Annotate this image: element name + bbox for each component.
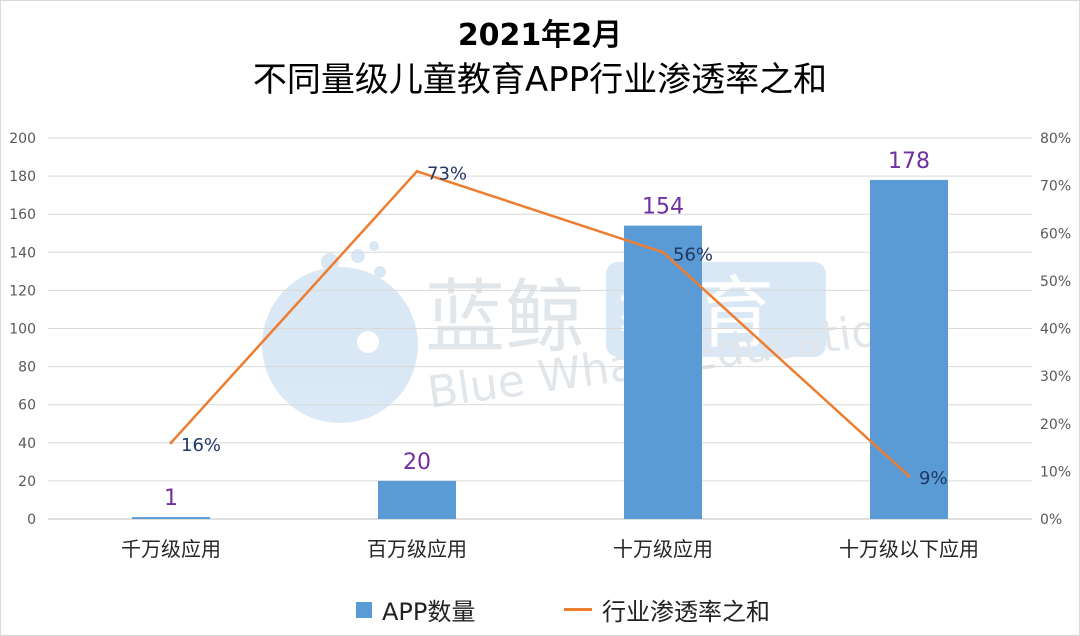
bar [378, 480, 456, 519]
bar [870, 179, 948, 519]
y-right-tick-label: 0% [1040, 512, 1062, 528]
line-point [907, 474, 911, 478]
gridlines [48, 137, 1032, 520]
x-axis: 千万级应用 百万级应用 十万级应用 十万级以下应用 [121, 537, 979, 561]
series-line [170, 169, 910, 478]
chart-subtitle: 不同量级儿童教育APP行业渗透率之和 [252, 60, 828, 100]
line-point [415, 169, 419, 173]
x-category-label: 十万级以下应用 [839, 537, 979, 561]
bar [624, 225, 702, 519]
line-series: 16% 73% 56% 9% [169, 163, 948, 489]
chart-title: 2021年2月 [457, 18, 623, 53]
legend-swatch-bars [356, 601, 372, 618]
bar-series: 1 20 154 178 [132, 149, 948, 519]
y-right-tick-label: 10% [1040, 464, 1071, 480]
x-category-label: 百万级应用 [367, 537, 467, 561]
line-data-label: 9% [919, 468, 948, 489]
y-axis-left: 0 20 40 60 80 100 120 140 160 180 200 [9, 131, 36, 528]
bar-data-label: 178 [888, 149, 930, 174]
x-category-label: 十万级应用 [613, 537, 713, 561]
y-left-tick-label: 60 [18, 398, 36, 414]
y-axis-right: 0% 10% 20% 30% 40% 50% 60% 70% 80% [1040, 131, 1071, 528]
x-category-label: 千万级应用 [121, 537, 221, 561]
legend-item-bars: APP数量 [356, 592, 475, 627]
y-right-tick-label: 80% [1040, 131, 1071, 147]
y-left-tick-label: 0 [27, 512, 36, 528]
y-right-tick-label: 40% [1040, 322, 1071, 338]
y-left-tick-label: 120 [9, 283, 36, 299]
line-data-label: 56% [673, 244, 713, 265]
y-left-tick-label: 80 [18, 360, 36, 376]
legend-label-bars: APP数量 [382, 598, 476, 626]
line-point [661, 250, 665, 254]
legend-swatch-line [564, 608, 592, 611]
legend-item-line: 行业渗透率之和 [564, 592, 770, 627]
svg-text:蓝鲸: 蓝鲸 [425, 271, 585, 364]
y-left-tick-label: 140 [9, 245, 36, 261]
y-left-tick-label: 40 [18, 436, 36, 452]
bar-data-label: 20 [403, 450, 431, 475]
line-point [169, 441, 173, 445]
y-right-tick-label: 50% [1040, 274, 1071, 290]
y-left-tick-label: 20 [18, 474, 36, 490]
bar-data-label: 1 [164, 486, 178, 511]
y-left-tick-label: 180 [9, 169, 36, 185]
y-left-tick-label: 100 [9, 322, 36, 338]
y-left-tick-label: 200 [9, 131, 36, 147]
bar-data-label: 154 [642, 195, 684, 220]
y-right-tick-label: 20% [1040, 417, 1071, 433]
watermark-logo: 蓝鲸 教育 Blue Whale Education [262, 241, 909, 423]
bar [132, 517, 210, 519]
legend-label-line: 行业渗透率之和 [602, 598, 770, 626]
y-right-tick-label: 60% [1040, 226, 1071, 242]
y-left-tick-label: 160 [9, 207, 36, 223]
line-data-label: 16% [181, 435, 221, 456]
line-data-label: 73% [427, 163, 467, 184]
y-right-tick-label: 30% [1040, 369, 1071, 385]
y-right-tick-label: 70% [1040, 179, 1071, 195]
